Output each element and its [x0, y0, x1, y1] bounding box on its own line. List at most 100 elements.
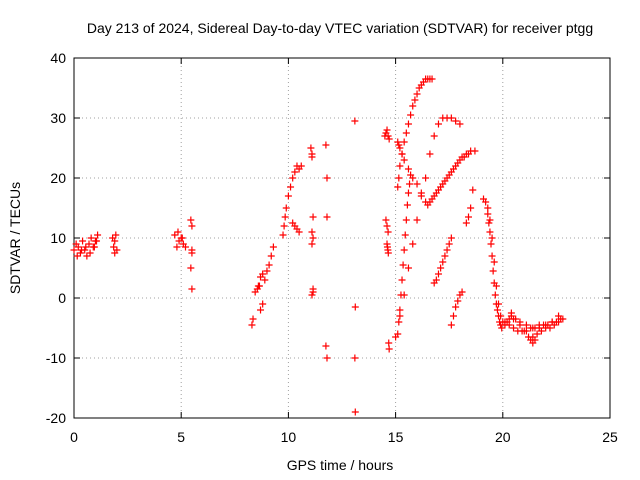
data-point: [469, 186, 477, 194]
y-tick-label: 30: [50, 110, 66, 126]
data-point: [430, 132, 438, 140]
data-point: [490, 279, 498, 287]
data-point: [395, 174, 403, 182]
data-point: [93, 237, 101, 245]
data-point: [269, 243, 277, 251]
data-point: [90, 243, 98, 251]
data-point: [497, 321, 505, 329]
data-point: [400, 246, 408, 254]
data-point: [484, 204, 492, 212]
data-point: [484, 210, 492, 218]
data-point: [510, 324, 518, 332]
data-point: [178, 234, 186, 242]
data-point: [441, 252, 449, 260]
data-point: [263, 267, 271, 275]
data-point: [78, 246, 86, 254]
data-point: [351, 408, 359, 416]
data-point: [188, 285, 196, 293]
data-point: [422, 174, 430, 182]
data-point: [351, 354, 359, 362]
data-point: [413, 216, 421, 224]
grid-lines: [74, 58, 610, 418]
data-point: [83, 252, 91, 260]
data-point: [434, 120, 442, 128]
data-point: [74, 243, 82, 251]
data-point: [428, 75, 436, 83]
data-point: [501, 318, 509, 326]
data-point: [485, 219, 493, 227]
data-point: [79, 237, 87, 245]
data-point: [482, 198, 490, 206]
data-point: [287, 183, 295, 191]
data-point: [171, 231, 179, 239]
data-point: [173, 243, 181, 251]
data-point: [86, 249, 94, 257]
data-point: [73, 252, 81, 260]
data-point: [94, 231, 102, 239]
data-point: [110, 243, 118, 251]
data-point: [404, 120, 412, 128]
data-point: [281, 213, 289, 221]
data-point: [555, 312, 563, 320]
y-tick-label: 10: [50, 230, 66, 246]
data-point: [188, 222, 196, 230]
data-point: [505, 321, 513, 329]
data-point: [510, 315, 518, 323]
y-tick-label: -20: [46, 410, 66, 426]
chart-title: Day 213 of 2024, Sidereal Day-to-day VTE…: [87, 20, 593, 36]
data-point: [495, 312, 503, 320]
data-point: [535, 324, 543, 332]
data-point: [462, 219, 470, 227]
data-point: [385, 339, 393, 347]
x-tick-label: 25: [602, 429, 618, 445]
data-point: [522, 321, 530, 329]
data-point: [323, 354, 331, 362]
data-point: [289, 174, 297, 182]
data-point: [384, 249, 392, 257]
data-point: [487, 240, 495, 248]
data-point: [406, 180, 414, 188]
data-point: [282, 204, 290, 212]
data-point: [87, 234, 95, 242]
data-point: [112, 231, 120, 239]
data-point: [445, 240, 453, 248]
data-point: [248, 321, 256, 329]
data-point: [322, 342, 330, 350]
x-axis-ticks: 0 5 10 15 20 25: [70, 58, 618, 445]
data-point: [447, 114, 455, 122]
data-point: [402, 216, 410, 224]
data-point: [488, 252, 496, 260]
data-point: [400, 138, 408, 146]
data-point: [385, 135, 393, 143]
x-tick-label: 10: [281, 429, 297, 445]
data-point: [458, 288, 466, 296]
x-tick-label: 15: [388, 429, 404, 445]
data-point: [297, 162, 305, 170]
data-point: [396, 144, 404, 152]
data-point: [542, 321, 550, 329]
data-point: [413, 90, 421, 98]
data-point: [308, 153, 316, 161]
data-point: [382, 216, 390, 224]
data-point: [394, 138, 402, 146]
data-point: [447, 321, 455, 329]
data-point: [402, 129, 410, 137]
data-point: [394, 183, 402, 191]
data-point: [249, 315, 257, 323]
data-point: [255, 282, 263, 290]
data-point: [489, 267, 497, 275]
data-point: [404, 264, 412, 272]
data-point: [399, 261, 407, 269]
data-point: [265, 261, 273, 269]
data-point: [467, 204, 475, 212]
data-point: [401, 231, 409, 239]
data-point: [486, 216, 494, 224]
data-point: [559, 315, 567, 323]
data-point: [417, 192, 425, 200]
data-point: [280, 222, 288, 230]
data-point: [392, 333, 400, 341]
data-point: [351, 303, 359, 311]
data-point: [531, 336, 539, 344]
data-point: [434, 270, 442, 278]
